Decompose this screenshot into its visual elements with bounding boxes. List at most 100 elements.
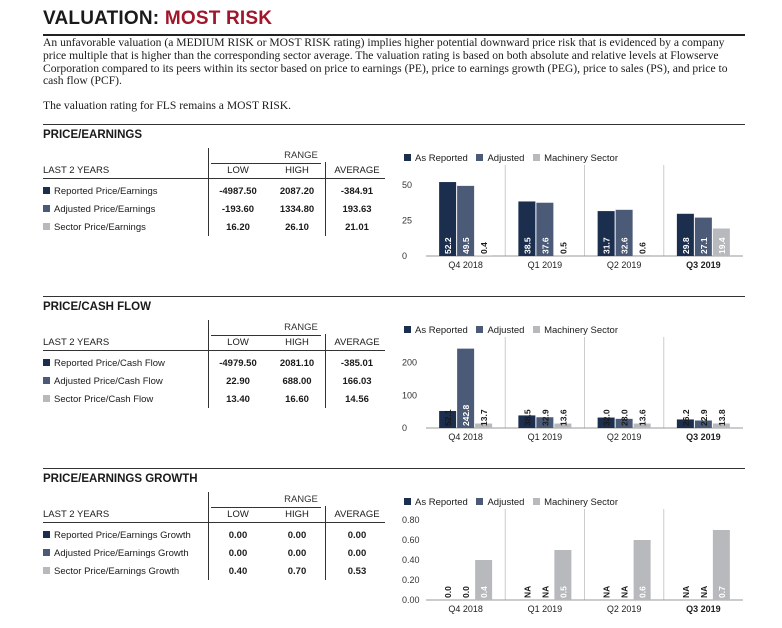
section-rule	[43, 468, 745, 469]
average-header: AVERAGE	[334, 165, 380, 176]
row-label: Sector Price/Cash Flow	[54, 394, 154, 405]
row-low: -193.60	[221, 204, 255, 215]
bar	[712, 228, 730, 256]
y-tick-label: 0	[402, 423, 407, 433]
bar-value-label: 0.0	[461, 586, 471, 598]
period-label: LAST 2 YEARS	[43, 509, 110, 520]
row-average: 0.53	[347, 566, 367, 577]
table-row: Sector Price/Earnings Growth	[43, 566, 179, 577]
table-row: Adjusted Price/Earnings Growth	[43, 548, 189, 559]
bar-value-label: 13.7	[479, 409, 489, 426]
average-header: AVERAGE	[334, 337, 380, 348]
section-rule	[43, 296, 745, 297]
range-rule	[211, 335, 321, 336]
bar-value-label: 0.5	[558, 242, 568, 254]
range-table: RANGE LAST 2 YEARS LOW HIGH AVERAGE Repo…	[43, 492, 385, 592]
row-low: 0.40	[228, 566, 248, 577]
low-header: LOW	[227, 337, 249, 348]
header-rule	[43, 178, 385, 179]
y-tick-label: 25	[402, 216, 412, 226]
row-high: 1334.80	[279, 204, 315, 215]
y-tick-label: 0.80	[402, 515, 420, 525]
bar-chart: As Reported Adjusted Machinery Sector 0.…	[398, 493, 748, 618]
bar-value-label: 32.9	[540, 409, 550, 426]
intro-paragraph: An unfavorable valuation (a MEDIUM RISK …	[43, 36, 728, 88]
legend-item-sector: Machinery Sector	[533, 325, 618, 336]
bar-value-label: 13.6	[558, 409, 568, 426]
bar-value-label: 0.7	[717, 586, 727, 598]
table-row: Reported Price/Earnings	[43, 186, 158, 197]
x-tick-label: Q2 2019	[607, 260, 642, 270]
low-header: LOW	[227, 165, 249, 176]
table-row: Adjusted Price/Cash Flow	[43, 376, 163, 387]
row-average: -384.91	[340, 186, 374, 197]
bar-value-label: 0.0	[443, 586, 453, 598]
row-low: 13.40	[226, 394, 250, 405]
legend-item-sector: Machinery Sector	[533, 497, 618, 508]
table-row: Adjusted Price/Earnings	[43, 204, 155, 215]
x-tick-label: Q2 2019	[607, 604, 642, 614]
bar-value-label: 0.6	[638, 586, 648, 598]
range-header: RANGE	[284, 494, 318, 505]
x-tick-label: Q3 2019	[686, 432, 721, 442]
row-high: 0.00	[287, 548, 307, 559]
row-label: Sector Price/Earnings	[54, 222, 146, 233]
bar-value-label: 32.0	[602, 409, 612, 426]
bar-value-label: 52.2	[443, 237, 453, 254]
y-tick-label: 0.20	[402, 575, 420, 585]
bar-value-label: 26.2	[681, 409, 691, 426]
row-low: 0.00	[228, 548, 248, 559]
bar-value-label: 19.4	[717, 237, 727, 254]
header-rule	[43, 350, 385, 351]
average-header: AVERAGE	[334, 509, 380, 520]
legend-item-adjusted: Adjusted	[476, 325, 524, 336]
period-label: LAST 2 YEARS	[43, 337, 110, 348]
bar	[457, 185, 475, 256]
column-divider	[325, 334, 326, 408]
chart-svg: 0.00 0.20 0.40 0.60 0.80 0.0 0.0 0.4 Q4 2018 NA NA…	[402, 509, 743, 614]
bar-value-label: 38.5	[522, 237, 532, 254]
bar-value-label: NA	[699, 586, 709, 598]
bar	[518, 415, 536, 428]
y-tick-label: 100	[402, 390, 417, 400]
row-label: Adjusted Price/Cash Flow	[54, 376, 163, 387]
bar	[554, 550, 572, 600]
title-prefix: VALUATION:	[43, 8, 165, 29]
section-rule	[43, 124, 745, 125]
header-rule	[43, 522, 385, 523]
bar-value-label: 28.0	[620, 409, 630, 426]
legend-swatch	[43, 531, 50, 538]
bar	[694, 420, 712, 428]
x-tick-label: Q4 2018	[448, 260, 483, 270]
y-tick-label: 0.40	[402, 555, 420, 565]
legend-swatch	[43, 549, 50, 556]
bar-value-label: 49.5	[461, 237, 471, 254]
bar	[694, 217, 712, 256]
x-tick-label: Q1 2019	[528, 432, 563, 442]
bar-value-label: 32.6	[620, 237, 630, 254]
column-divider	[325, 506, 326, 580]
bar	[615, 209, 633, 256]
bar	[554, 423, 572, 428]
y-tick-label: 0	[402, 251, 407, 261]
legend-item-adjusted: Adjusted	[476, 153, 524, 164]
row-label: Reported Price/Cash Flow	[54, 358, 165, 369]
row-high: 2087.20	[279, 186, 315, 197]
range-rule	[211, 163, 321, 164]
row-average: 0.00	[347, 530, 367, 541]
bar	[536, 417, 554, 428]
row-average: 166.03	[342, 376, 372, 387]
bar	[475, 255, 493, 256]
range-header: RANGE	[284, 150, 318, 161]
x-tick-label: Q1 2019	[528, 604, 563, 614]
bar	[475, 423, 493, 428]
bar	[439, 182, 457, 256]
chart-svg: 0 100 200 52.1 242.8 13.7 Q4 2018 38.5 32.9 13.6 Q…	[402, 337, 743, 442]
high-header: HIGH	[285, 337, 309, 348]
column-divider	[325, 162, 326, 236]
y-tick-label: 200	[402, 358, 417, 368]
bar	[615, 418, 633, 428]
legend-item-adjusted: Adjusted	[476, 497, 524, 508]
period-label: LAST 2 YEARS	[43, 165, 110, 176]
legend-swatch	[43, 395, 50, 402]
